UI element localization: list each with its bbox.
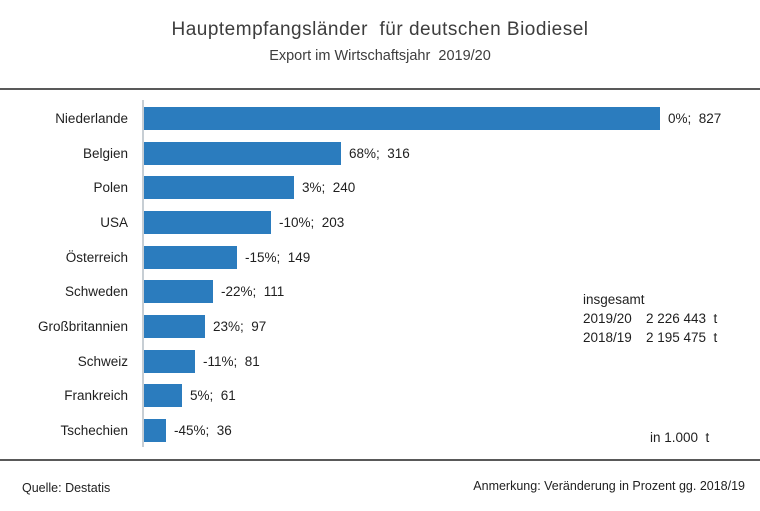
- totals-heading: insgesamt: [583, 292, 645, 307]
- source-note: Quelle: Destatis: [22, 481, 111, 495]
- bar: [144, 315, 205, 338]
- value-label: -15%; 149: [245, 250, 311, 265]
- totals-row: 2019/20 2 226 443 t: [583, 309, 717, 328]
- bar: [144, 142, 341, 165]
- totals-period: 2018/19: [583, 330, 632, 345]
- bar-row--sterreich: Österreich -15%; 149: [0, 246, 760, 269]
- value-label: 0%; 827: [668, 111, 722, 126]
- category-label: Belgien: [82, 146, 128, 161]
- value-label: -10%; 203: [279, 215, 345, 230]
- bar-row-usa: USA -10%; 203: [0, 211, 760, 234]
- category-label: Frankreich: [64, 388, 128, 403]
- bottom-divider: [0, 459, 760, 461]
- bar-row-polen: Polen 3%; 240: [0, 176, 760, 199]
- value-label: -11%; 81: [203, 354, 260, 369]
- bar-row-tschechien: Tschechien -45%; 36: [0, 419, 760, 442]
- bar: [144, 107, 660, 130]
- bar: [144, 176, 294, 199]
- chart-subtitle: Export im Wirtschaftsjahr 2019/20: [269, 48, 491, 64]
- category-label: Großbritannien: [37, 319, 128, 334]
- value-label: -45%; 36: [174, 423, 232, 438]
- bar-row-gro-britannien: Großbritannien 23%; 97: [0, 315, 760, 338]
- totals-row: 2018/19 2 195 475 t: [583, 328, 717, 347]
- bar: [144, 280, 213, 303]
- totals-block: insgesamt 2019/20 2 226 443 t 2018/19 2 …: [583, 290, 717, 347]
- bar: [144, 419, 166, 442]
- category-label: Österreich: [65, 250, 128, 265]
- value-label: 3%; 240: [302, 180, 356, 195]
- category-label: Schweiz: [77, 354, 128, 369]
- annotation-note: Anmerkung: Veränderung in Prozent gg. 20…: [473, 479, 745, 493]
- value-label: 23%; 97: [213, 319, 267, 334]
- value-label: -22%; 111: [221, 284, 285, 299]
- category-label: Polen: [93, 180, 128, 195]
- totals-value: 2 195 475 t: [646, 330, 718, 345]
- category-label: USA: [100, 215, 128, 230]
- bar-row-schweden: Schweden -22%; 111: [0, 280, 760, 303]
- category-label: Niederlande: [55, 111, 128, 126]
- bar: [144, 211, 271, 234]
- bar: [144, 350, 195, 373]
- value-label: 68%; 316: [349, 146, 410, 161]
- top-divider: [0, 88, 760, 90]
- bar-chart: Niederlande 0%; 827 Belgien 68%; 316 Polen 3%…: [0, 100, 760, 447]
- totals-value: 2 226 443 t: [646, 311, 718, 326]
- category-label: Tschechien: [60, 423, 128, 438]
- bar-row-schweiz: Schweiz -11%; 81: [0, 350, 760, 373]
- bar-row-niederlande: Niederlande 0%; 827: [0, 107, 760, 130]
- bar-row-frankreich: Frankreich 5%; 61: [0, 384, 760, 407]
- value-label: 5%; 61: [190, 388, 236, 403]
- bar: [144, 384, 182, 407]
- unit-note: in 1.000 t: [650, 430, 710, 445]
- category-label: Schweden: [64, 284, 128, 299]
- y-axis-line: [142, 100, 144, 447]
- chart-title: Hauptempfangsländer für deutschen Biodie…: [171, 19, 589, 40]
- bar: [144, 246, 237, 269]
- bar-row-belgien: Belgien 68%; 316: [0, 142, 760, 165]
- totals-period: 2019/20: [583, 311, 632, 326]
